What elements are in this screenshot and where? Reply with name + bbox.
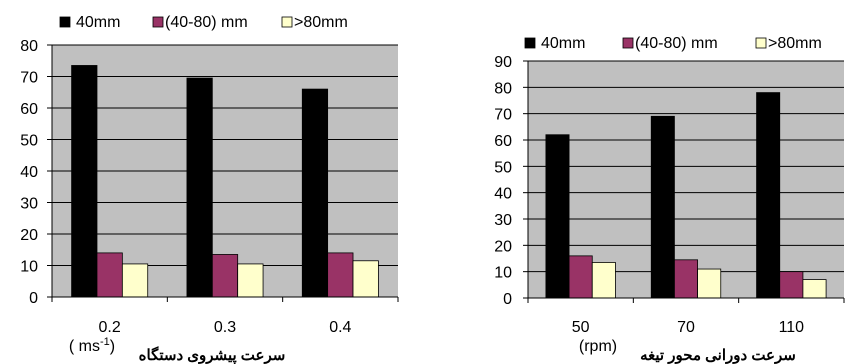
bar — [327, 252, 354, 298]
y-tick-label: 60 — [494, 133, 512, 150]
y-tick-label: 30 — [20, 196, 38, 213]
legend-swatch — [59, 16, 71, 28]
bar — [697, 268, 722, 299]
y-tick-label: 70 — [20, 70, 38, 87]
bar — [301, 88, 329, 298]
legend-swatch — [524, 37, 536, 49]
bar — [237, 263, 264, 298]
legend-label: 40mm — [541, 35, 585, 52]
x-tick-label: 0.4 — [329, 319, 351, 336]
x-tick-label: 70 — [677, 319, 695, 336]
x-tick-label: 0.2 — [99, 319, 121, 336]
legend-label: >80mm — [768, 35, 822, 52]
chart-right: 0 10 20 30 40 50 60 70 80 90 50 70 110 40mm (40-80) mm… — [494, 35, 845, 364]
legend-label: (40-80) mm — [165, 14, 248, 31]
bar — [96, 252, 123, 298]
x-tick-label: 50 — [572, 319, 590, 336]
legend-swatch — [755, 37, 767, 49]
bar — [650, 115, 675, 299]
y-tick-label: 50 — [20, 133, 38, 150]
bar — [591, 262, 616, 299]
bar — [674, 259, 698, 299]
y-tick-label: 0 — [29, 290, 38, 307]
bar — [779, 271, 804, 299]
x-axis-unit: ( ms-1) — [69, 336, 115, 355]
y-tick-label: 10 — [494, 265, 512, 282]
y-tick-label: 10 — [20, 259, 38, 276]
bar — [186, 77, 213, 298]
legend: 40mm (40-80) mm >80mm — [59, 14, 348, 31]
x-tick-label: 110 — [779, 319, 805, 336]
bar — [802, 279, 827, 299]
bar — [756, 92, 781, 299]
bar — [121, 263, 149, 298]
legend-label: 40mm — [76, 14, 120, 31]
y-tick-label: 30 — [494, 212, 512, 229]
bar — [545, 134, 570, 299]
y-tick-label: 40 — [20, 164, 38, 181]
x-axis-title: سرعت پیشروی دستگاه — [139, 346, 286, 364]
legend-swatch — [281, 16, 293, 28]
y-tick-label: 80 — [20, 38, 38, 55]
legend-swatch — [622, 37, 634, 49]
y-tick-label: 90 — [494, 54, 512, 71]
y-tick-label: 40 — [494, 186, 512, 203]
y-tick-label: 50 — [494, 159, 512, 176]
bar — [71, 65, 98, 298]
legend-swatch — [152, 16, 164, 28]
y-tick-label: 20 — [20, 227, 38, 244]
y-tick-label: 20 — [494, 238, 512, 255]
legend-label: (40-80) mm — [635, 35, 718, 52]
y-tick-label: 60 — [20, 101, 38, 118]
x-axis-unit: (rpm) — [579, 338, 617, 355]
y-tick-label: 80 — [494, 80, 512, 97]
bar — [352, 260, 379, 298]
legend-label: >80mm — [294, 14, 348, 31]
y-tick-label: 70 — [494, 107, 512, 124]
legend: 40mm (40-80) mm >80mm — [524, 35, 822, 52]
chart-left: 0 10 20 30 40 50 60 70 80 0.2 0.3 0.4 40mm (40-80) mm… — [20, 14, 399, 364]
x-tick-label: 0.3 — [214, 319, 236, 336]
y-tick-label: 0 — [503, 291, 512, 308]
x-axis-title: سرعت دورانی محور تیغه — [640, 347, 796, 364]
bar — [211, 254, 239, 298]
bar — [568, 255, 593, 299]
